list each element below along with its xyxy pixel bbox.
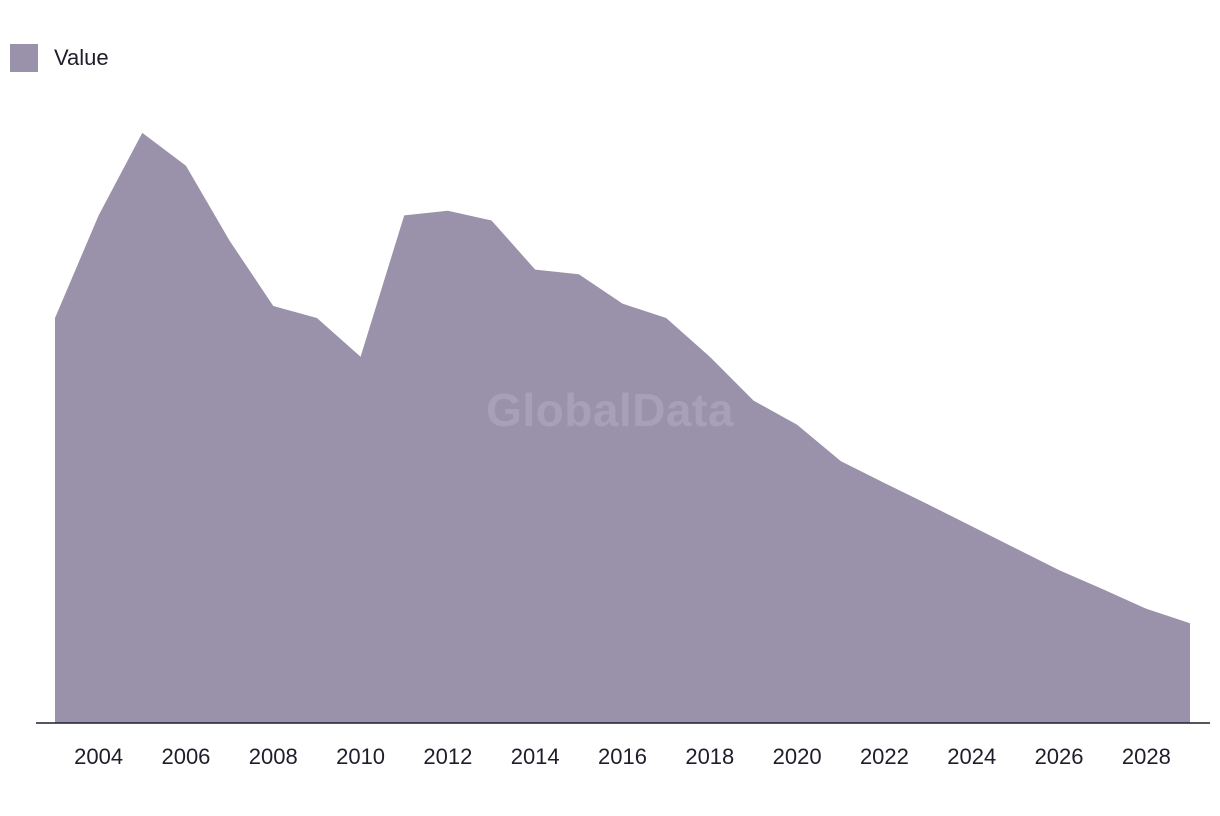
x-tick-label: 2008 bbox=[249, 744, 298, 769]
x-tick-label: 2014 bbox=[511, 744, 560, 769]
x-tick-label: 2028 bbox=[1122, 744, 1171, 769]
x-axis-ticks: 2004 2006 2008 2010 2012 2014 2016 2018 2020 2022… bbox=[74, 744, 1171, 769]
x-tick-label: 2020 bbox=[773, 744, 822, 769]
x-tick-label: 2010 bbox=[336, 744, 385, 769]
x-tick-label: 2022 bbox=[860, 744, 909, 769]
x-tick-label: 2018 bbox=[685, 744, 734, 769]
legend-swatch bbox=[10, 44, 38, 72]
x-tick-label: 2006 bbox=[161, 744, 210, 769]
x-tick-label: 2016 bbox=[598, 744, 647, 769]
x-tick-label: 2012 bbox=[423, 744, 472, 769]
legend-label: Value bbox=[54, 45, 109, 70]
x-tick-label: 2026 bbox=[1035, 744, 1084, 769]
area-layer bbox=[55, 132, 1190, 723]
x-tick-label: 2024 bbox=[947, 744, 996, 769]
legend: Value bbox=[10, 44, 109, 72]
x-tick-label: 2004 bbox=[74, 744, 123, 769]
area-series-value bbox=[55, 132, 1190, 723]
